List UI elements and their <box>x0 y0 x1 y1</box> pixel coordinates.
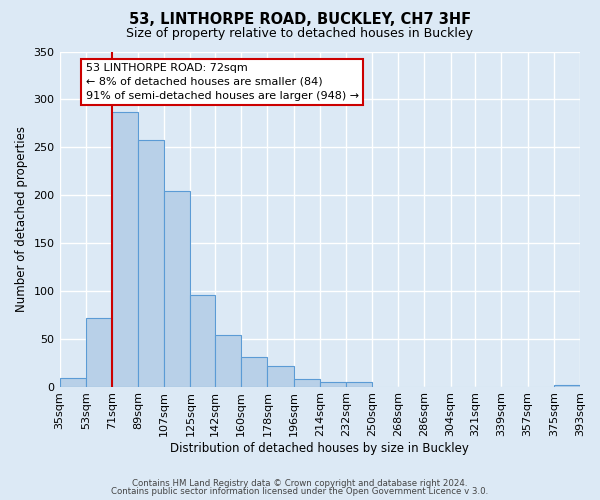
Text: 53 LINTHORPE ROAD: 72sqm
← 8% of detached houses are smaller (84)
91% of semi-de: 53 LINTHORPE ROAD: 72sqm ← 8% of detache… <box>86 63 359 101</box>
Bar <box>241 357 268 386</box>
Bar <box>320 382 346 386</box>
Bar <box>59 378 86 386</box>
Bar <box>86 318 112 386</box>
Bar <box>215 335 241 386</box>
Bar <box>554 384 580 386</box>
Y-axis label: Number of detached properties: Number of detached properties <box>15 126 28 312</box>
X-axis label: Distribution of detached houses by size in Buckley: Distribution of detached houses by size … <box>170 442 469 455</box>
Text: Contains public sector information licensed under the Open Government Licence v : Contains public sector information licen… <box>112 487 488 496</box>
Text: Contains HM Land Registry data © Crown copyright and database right 2024.: Contains HM Land Registry data © Crown c… <box>132 478 468 488</box>
Bar <box>112 112 138 386</box>
Bar <box>190 294 215 386</box>
Text: Size of property relative to detached houses in Buckley: Size of property relative to detached ho… <box>127 28 473 40</box>
Bar <box>268 366 293 386</box>
Bar <box>346 382 372 386</box>
Bar <box>164 192 190 386</box>
Bar <box>293 379 320 386</box>
Text: 53, LINTHORPE ROAD, BUCKLEY, CH7 3HF: 53, LINTHORPE ROAD, BUCKLEY, CH7 3HF <box>129 12 471 28</box>
Bar <box>138 140 164 386</box>
